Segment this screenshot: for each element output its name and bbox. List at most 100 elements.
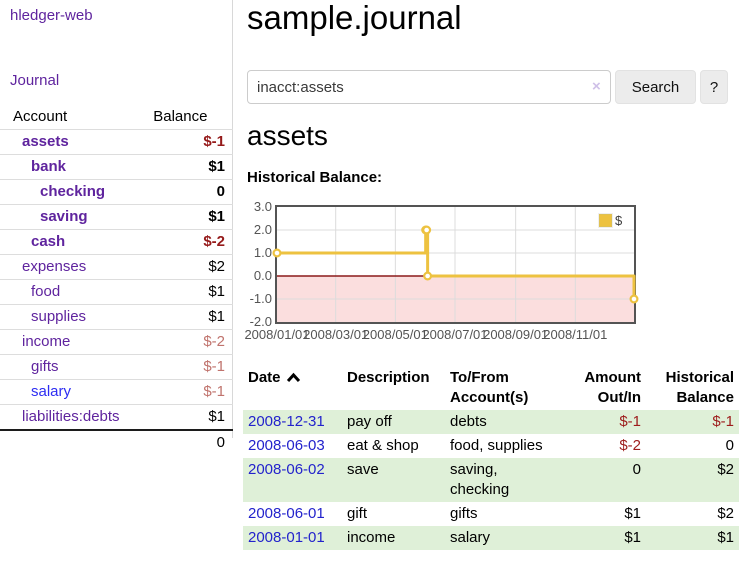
transaction-accounts: food, supplies [450,437,543,454]
date-header-label: Date [248,369,281,386]
account-link-expenses[interactable]: expenses [22,258,87,275]
page-title: sample.journal [247,0,462,36]
register-header-row: Date Description To/From Account(s) Amou… [243,366,739,410]
account-balance: $1 [153,404,233,430]
clear-search-icon[interactable]: × [592,78,601,95]
account-balance: $1 [153,154,233,180]
account-link-salary[interactable]: salary [31,383,72,400]
account-column-header: Account [0,105,154,130]
y-tick-label: 3.0 [253,199,272,214]
transaction-date-link[interactable]: 2008-06-02 [248,461,325,478]
account-link-income[interactable]: income [22,333,71,350]
transaction-description: pay off [347,413,392,430]
account-balance: $1 [153,304,233,330]
account-row: income $-2 [0,329,233,355]
transaction-date-link[interactable]: 2008-01-01 [248,529,325,546]
transaction-row: 2008-12-31 pay off debts $-1 $-1 [243,410,739,434]
account-column-header: To/From Account(s) [450,369,529,406]
balance-column-header: Balance [153,105,233,130]
account-link-bank[interactable]: bank [31,158,67,175]
sidebar: hledger-web Journal Account Balance asse… [0,0,233,455]
account-balance: $-1 [153,354,233,380]
transaction-row: 2008-06-01 gift gifts $1 $2 [243,502,739,526]
transaction-balance: $-1 [712,413,734,430]
x-tick-label: 2008/09/01 [483,327,549,342]
account-balance: $-2 [153,329,233,355]
transaction-balance: $2 [717,505,734,522]
transaction-row: 2008-01-01 income salary $1 $1 [243,526,739,550]
account-balance-table: Account Balance assets $-1 bank $1 check… [0,105,233,455]
legend-swatch-icon [598,213,613,228]
y-tick-label: -1.0 [249,291,272,306]
sidebar-item-journal: Journal [10,72,59,89]
transaction-date-link[interactable]: 2008-06-03 [248,437,325,454]
x-tick-label: 2008/11/01 [543,327,608,342]
transaction-amount: $-1 [619,413,641,430]
journal-link[interactable]: Journal [10,72,60,89]
account-row: supplies $1 [0,304,233,330]
account-row: food $1 [0,279,233,305]
x-tick-label: 2008/05/01 [362,327,428,342]
legend-label: $ [615,213,623,228]
transaction-amount: $1 [624,505,641,522]
accounts-total-row: 0 [0,429,233,455]
description-column-header: Description [347,369,430,386]
historical-balance-chart: $ [272,205,639,324]
transaction-description: eat & shop [347,437,419,454]
date-column-header[interactable]: Date [243,366,342,410]
y-tick-label: 1.0 [253,245,272,260]
transaction-accounts: debts [450,413,487,430]
transaction-row: 2008-06-03 eat & shop food, supplies $-2… [243,434,739,458]
account-row: gifts $-1 [0,354,233,380]
account-heading: assets [247,120,328,151]
account-link-saving[interactable]: saving [40,208,88,225]
accounts-total-value: 0 [153,429,233,455]
search-input[interactable] [247,70,611,104]
y-tick-label: 2.0 [253,222,272,237]
sort-ascending-icon [286,369,301,389]
account-balance: $1 [153,279,233,305]
search-bar: × Search ? [247,70,734,104]
account-row: checking 0 [0,179,233,205]
account-row: liabilities:debts $1 [0,404,233,430]
account-balance: $1 [153,204,233,230]
chart-plot-svg [272,207,639,322]
account-row: expenses $2 [0,254,233,280]
account-link-food[interactable]: food [31,283,61,300]
account-balance: $-2 [153,229,233,255]
transaction-date-link[interactable]: 2008-06-01 [248,505,325,522]
transaction-row: 2008-06-02 save saving, checking 0 $2 [243,458,739,502]
transaction-accounts: saving, checking [450,461,510,498]
transaction-description: save [347,461,379,478]
y-tick-label: 0.0 [253,268,272,283]
account-link-liabilities-debts[interactable]: liabilities:debts [22,408,120,425]
transaction-balance: $1 [717,529,734,546]
register-table: Date Description To/From Account(s) Amou… [243,366,739,550]
account-balance: 0 [153,179,233,205]
account-link-assets[interactable]: assets [22,133,69,150]
transaction-date-link[interactable]: 2008-12-31 [248,413,325,430]
x-tick-label: 2008/01/01 [244,327,310,342]
y-tick-label: -2.0 [249,314,272,329]
account-row: saving $1 [0,204,233,230]
account-row: bank $1 [0,154,233,180]
transaction-amount: $1 [624,529,641,546]
chart-legend: $ [598,213,623,228]
transaction-description: income [347,529,396,546]
help-button[interactable]: ? [700,70,728,104]
transaction-amount: $-2 [619,437,641,454]
account-link-supplies[interactable]: supplies [31,308,87,325]
x-tick-label: 2008/07/01 [422,327,488,342]
account-balance: $2 [153,254,233,280]
transaction-accounts: salary [450,529,491,546]
account-balance: $-1 [153,379,233,405]
account-link-checking[interactable]: checking [40,183,106,200]
balance-column-header: Historical Balance [665,369,734,406]
app-title-link[interactable]: hledger-web [10,7,93,24]
transaction-description: gift [347,505,368,522]
account-row: salary $-1 [0,379,233,405]
account-link-gifts[interactable]: gifts [31,358,59,375]
search-button[interactable]: Search [615,70,696,104]
account-link-cash[interactable]: cash [31,233,66,250]
transaction-amount: 0 [632,461,641,478]
